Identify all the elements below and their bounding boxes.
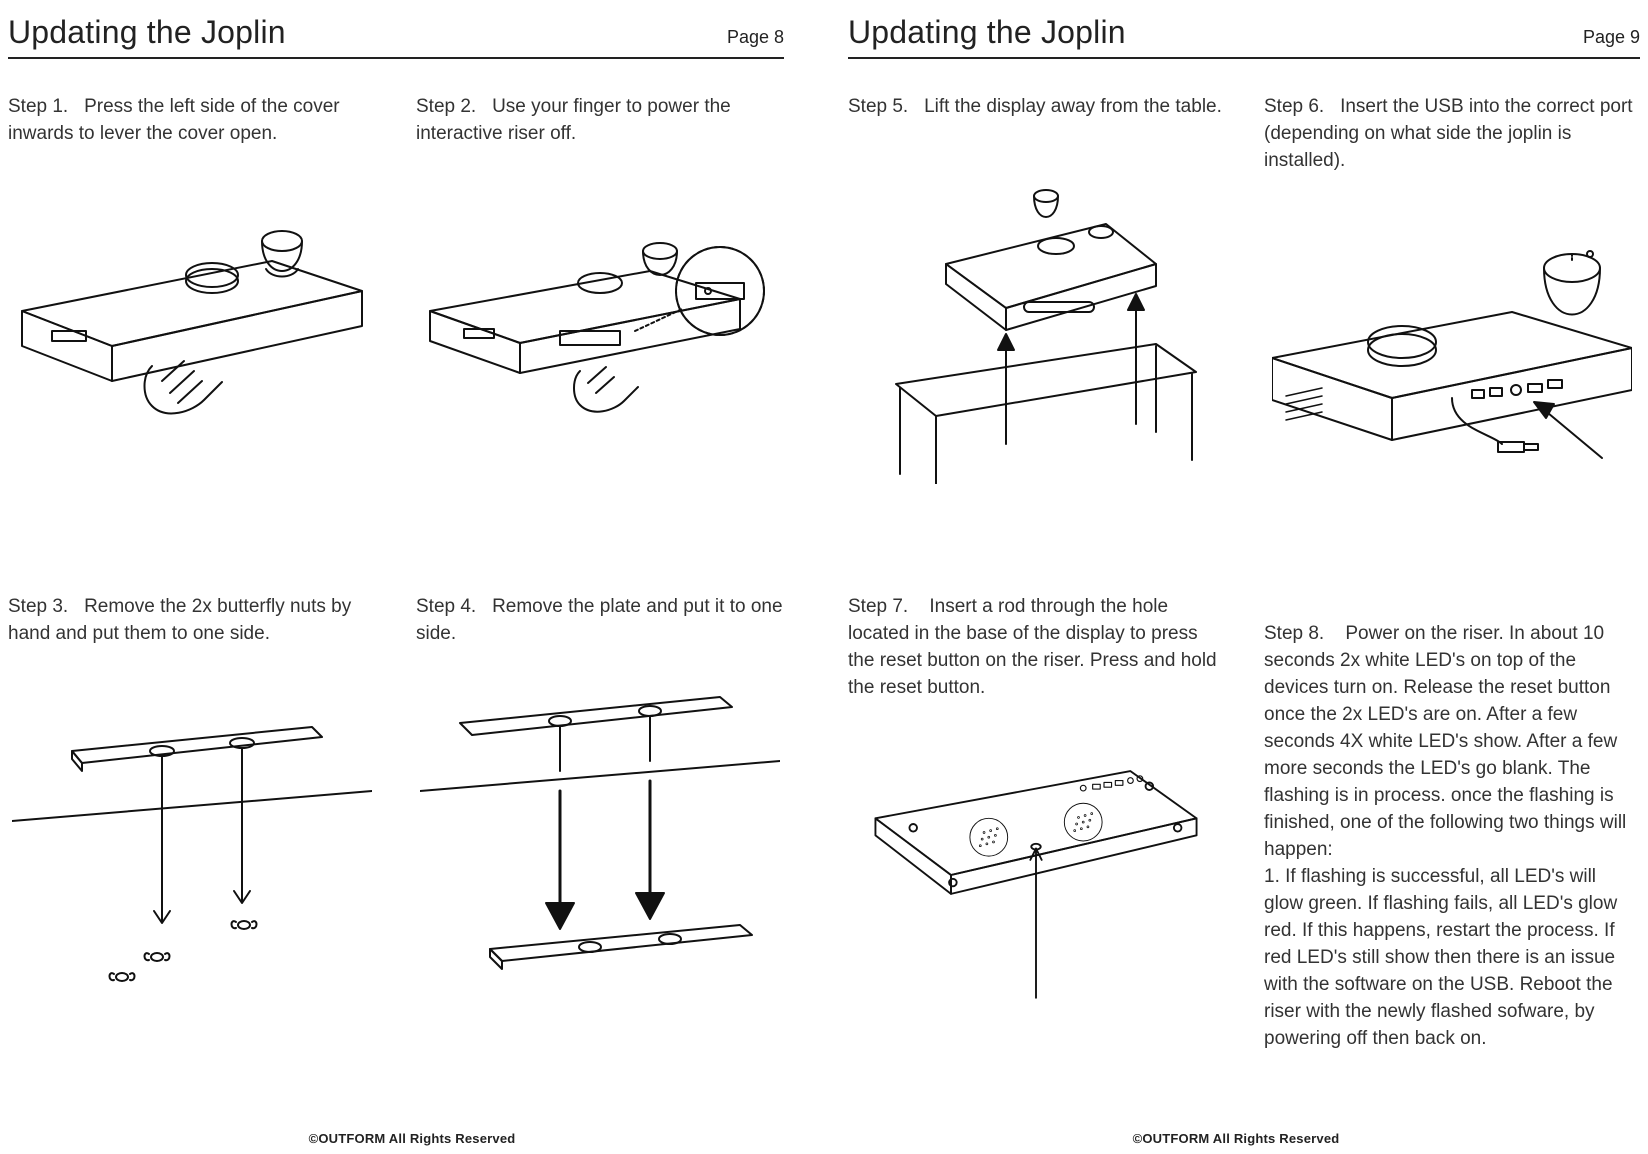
illustration-step2 (416, 171, 784, 431)
page-left: Updating the Joplin Page 8 Step 1. Press… (0, 0, 824, 1154)
step-text: Step 7. Insert a rod through the hole lo… (848, 593, 1224, 701)
step-text: Step 1. Press the left side of the cover… (8, 93, 376, 147)
page-footer: ©OUTFORM All Rights Reserved (0, 1131, 824, 1146)
copyright-symbol: © (1133, 1131, 1143, 1146)
step-5: Step 5. Lift the display away from the t… (848, 93, 1224, 553)
page-title: Updating the Joplin (8, 14, 286, 51)
step-label: Step 2. (416, 96, 476, 117)
step-1: Step 1. Press the left side of the cover… (8, 93, 376, 553)
page-title: Updating the Joplin (848, 14, 1126, 51)
copyright-symbol: © (309, 1131, 319, 1146)
step-grid: Step 5. Lift the display away from the t… (848, 93, 1640, 1053)
step-4: Step 4. Remove the plate and put it to o… (416, 593, 784, 1053)
illustration-step6 (1264, 198, 1640, 498)
illustration-step4 (416, 671, 784, 991)
step-label: Step 7. (848, 596, 908, 617)
illustration-step5 (848, 144, 1224, 484)
illustration-step3 (8, 671, 376, 991)
step-6: Step 6. Insert the USB into the correct … (1264, 93, 1640, 553)
step-text: Step 3. Remove the 2x butterfly nuts by … (8, 593, 376, 647)
step-body: Lift the display away from the table. (924, 96, 1222, 117)
step-label: Step 6. (1264, 96, 1324, 117)
page-header: Updating the Joplin Page 9 (848, 14, 1640, 59)
step-label: Step 1. (8, 96, 68, 117)
step-body: Power on the riser. In about 10 seconds … (1264, 623, 1626, 1049)
step-label: Step 3. (8, 596, 68, 617)
page-number: Page 9 (1583, 27, 1640, 48)
step-text: Step 8. Power on the riser. In about 10 … (1264, 593, 1640, 1052)
step-grid: Step 1. Press the left side of the cover… (8, 93, 784, 1053)
step-text: Step 4. Remove the plate and put it to o… (416, 593, 784, 647)
step-text: Step 5. Lift the display away from the t… (848, 93, 1224, 120)
step-7: Step 7. Insert a rod through the hole lo… (848, 593, 1224, 1053)
illustration-step1 (8, 171, 376, 431)
step-3: Step 3. Remove the 2x butterfly nuts by … (8, 593, 376, 1053)
step-text: Step 6. Insert the USB into the correct … (1264, 93, 1640, 174)
brand: OUTFORM (1142, 1131, 1209, 1146)
rights: All Rights Reserved (1209, 1131, 1339, 1146)
page-header: Updating the Joplin Page 8 (8, 14, 784, 59)
step-label: Step 8. (1264, 623, 1324, 644)
step-label: Step 5. (848, 96, 908, 117)
illustration-step7 (848, 725, 1224, 1025)
rights: All Rights Reserved (385, 1131, 515, 1146)
step-2: Step 2. Use your finger to power the int… (416, 93, 784, 553)
brand: OUTFORM (318, 1131, 385, 1146)
page-number: Page 8 (727, 27, 784, 48)
step-8: Step 8. Power on the riser. In about 10 … (1264, 593, 1640, 1053)
page-right: Updating the Joplin Page 9 Step 5. Lift … (824, 0, 1648, 1154)
step-text: Step 2. Use your finger to power the int… (416, 93, 784, 147)
page-footer: ©OUTFORM All Rights Reserved (824, 1131, 1648, 1146)
step-label: Step 4. (416, 596, 476, 617)
